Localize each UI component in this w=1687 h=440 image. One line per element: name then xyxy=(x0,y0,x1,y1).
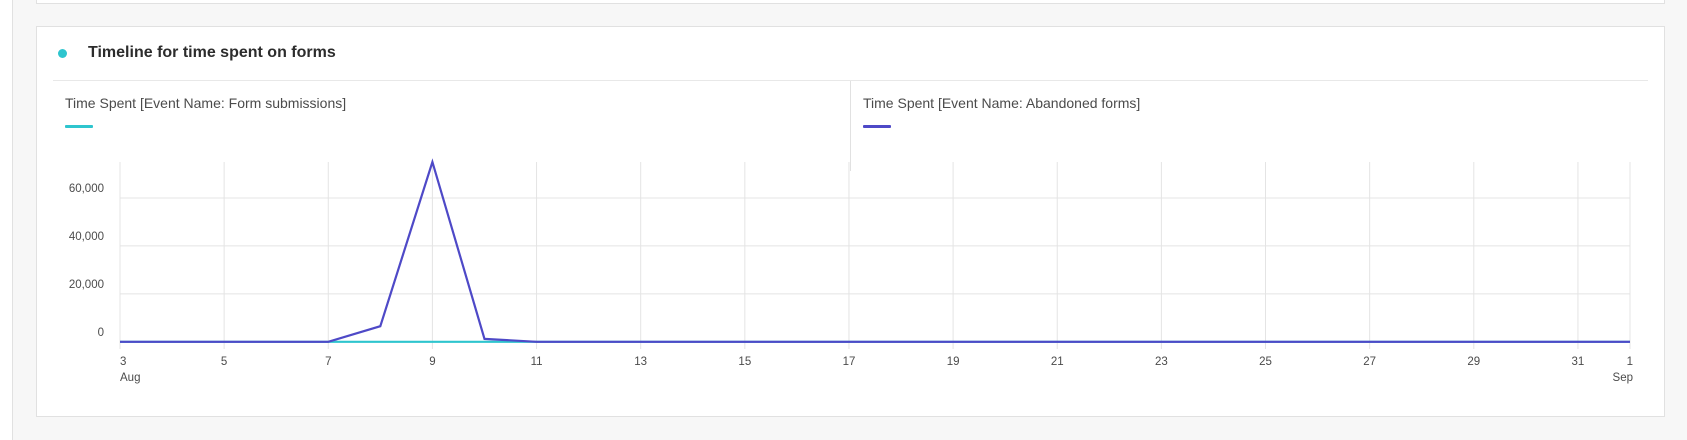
chart-legend: Time Spent [Event Name: Form submissions… xyxy=(53,81,1648,171)
x-tick-label: 19 xyxy=(947,356,960,368)
legend-label: Time Spent [Event Name: Form submissions… xyxy=(65,95,347,111)
card-header: Timeline for time spent on forms xyxy=(37,27,1664,79)
legend-item-abandoned-forms[interactable]: Time Spent [Event Name: Abandoned forms] xyxy=(850,81,1648,171)
x-tick-label: 13 xyxy=(634,356,647,368)
x-tick-label: 29 xyxy=(1467,356,1480,368)
x-tick-label: 9 xyxy=(429,356,435,368)
y-tick-label: 60,000 xyxy=(69,183,104,195)
x-tick-label: 17 xyxy=(843,356,856,368)
series-line-abandoned-forms xyxy=(120,158,1630,343)
legend-swatch-icon xyxy=(863,125,891,128)
card-title: Timeline for time spent on forms xyxy=(88,44,336,61)
x-tick-label: 23 xyxy=(1155,356,1168,368)
x-tick-label: 11 xyxy=(531,356,543,368)
x-tick-label: 15 xyxy=(738,356,751,368)
timeline-card: Timeline for time spent on forms Time Sp… xyxy=(36,26,1665,417)
y-tick-label: 20,000 xyxy=(69,279,104,291)
header-divider xyxy=(53,80,1648,81)
x-tick-label: 1 xyxy=(1627,356,1633,368)
x-tick-sublabel: Aug xyxy=(120,372,140,384)
previous-card-edge xyxy=(36,0,1665,4)
legend-label: Time Spent [Event Name: Abandoned forms] xyxy=(863,95,1141,111)
x-tick-label: 7 xyxy=(325,356,331,368)
x-tick-label: 3 xyxy=(120,356,126,368)
x-tick-label: 31 xyxy=(1572,356,1585,368)
legend-item-form-submissions[interactable]: Time Spent [Event Name: Form submissions… xyxy=(53,81,850,171)
x-tick-label: 21 xyxy=(1051,356,1064,368)
y-tick-label: 40,000 xyxy=(69,231,104,243)
x-tick-label: 25 xyxy=(1259,356,1272,368)
y-tick-label: 0 xyxy=(98,327,104,339)
x-tick-label: 5 xyxy=(221,356,227,368)
status-dot-icon xyxy=(58,48,67,58)
legend-swatch-icon xyxy=(65,125,93,128)
x-tick-sublabel: Sep xyxy=(1613,372,1633,384)
x-tick-label: 27 xyxy=(1363,356,1376,368)
